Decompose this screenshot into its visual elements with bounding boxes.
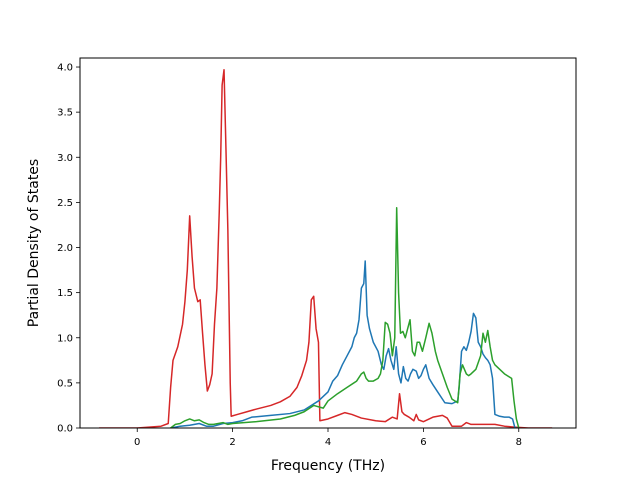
y-tick-label: 0.5 [57, 378, 73, 389]
x-tick-label: 8 [516, 437, 522, 448]
x-tick-label: 0 [134, 437, 140, 448]
series-line-2 [170, 260, 519, 428]
y-tick-label: 4.0 [57, 63, 73, 74]
y-tick-label: 0.0 [57, 424, 73, 435]
ticks-layer: 0 2 4 6 8 0.0 0.5 1.0 1.5 2.0 2.5 3.0 3.5 4.0 [57, 63, 522, 448]
y-tick-label: 1.0 [57, 333, 73, 344]
y-tick-label: 1.5 [57, 288, 73, 299]
x-tick-label: 2 [229, 437, 235, 448]
y-tick-label: 2.5 [57, 198, 73, 209]
series-layer [99, 68, 553, 428]
y-tick-label: 3.0 [57, 153, 73, 164]
y-tick-label: 2.0 [57, 243, 73, 254]
series-line-3 [170, 207, 520, 428]
x-axis-label: Frequency (THz) [271, 458, 385, 474]
x-tick-label: 4 [325, 437, 331, 448]
y-tick-label: 3.5 [57, 108, 73, 119]
x-tick-label: 6 [420, 437, 426, 448]
series-line-1 [99, 68, 553, 428]
y-axis-label: Partial Density of States [26, 159, 42, 327]
